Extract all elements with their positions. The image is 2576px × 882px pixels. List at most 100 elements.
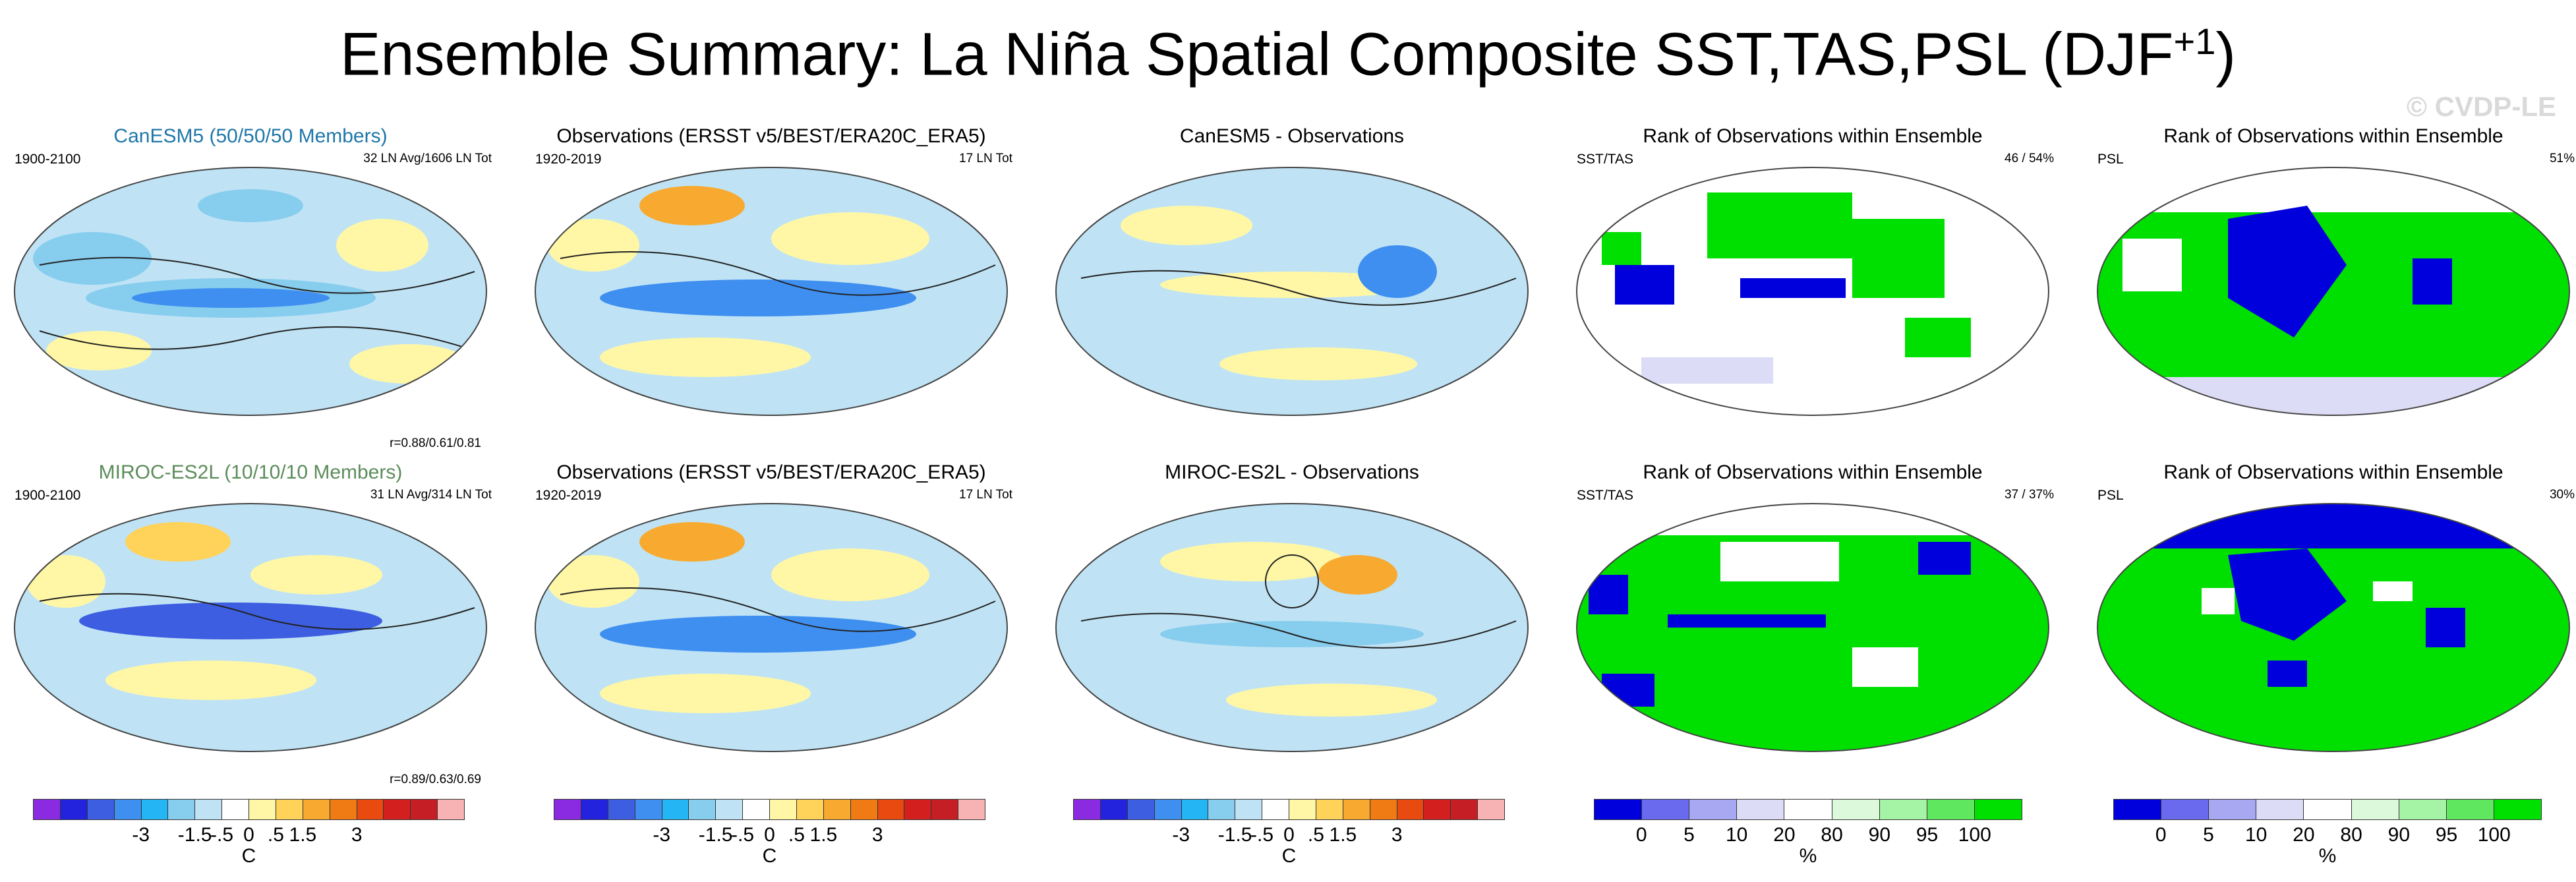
colorbar-swatch	[1262, 800, 1289, 819]
temperature-anomaly-map	[535, 167, 1008, 416]
panel-percent: 30%	[2549, 488, 2575, 502]
colorbar-tick-label: 100	[1958, 824, 1991, 846]
colorbar-swatch	[1181, 800, 1209, 819]
colorbar-tick-label: .5	[267, 824, 284, 846]
colorbar-tick-label: 20	[1773, 824, 1796, 846]
colorbar-temperature-3: -3 -1.5 -.5 0 .5 1.5 3 C	[1073, 799, 1505, 867]
colorbar-swatch	[303, 800, 330, 819]
colorbar-cells	[1594, 799, 2022, 820]
panel-title: CanESM5 (50/50/50 Members)	[113, 125, 388, 147]
colorbar-swatch	[904, 800, 932, 819]
panel-event-count: 17 LN Tot	[959, 488, 1012, 502]
panel-title: MIROC-ES2L - Observations	[1165, 461, 1419, 483]
colorbar-swatch	[1927, 800, 1975, 819]
colorbar-tick-label: 0	[1635, 824, 1647, 846]
panel-miroc-composite: MIROC-ES2L (10/10/10 Members) 1900-2100 …	[0, 461, 501, 791]
panel-title: Rank of Observations within Ensemble	[1643, 125, 1983, 147]
panel-rank-sst-tas-r1: Rank of Observations within Ensemble SST…	[1562, 125, 2063, 455]
colorbar-unit: C	[762, 845, 777, 867]
panel-event-count: 17 LN Tot	[959, 152, 1012, 165]
colorbar-swatch	[689, 800, 717, 819]
colorbar-tick-label: -.5	[731, 824, 755, 846]
colorbar-rank-1: 0 5 10 20 80 90 95 100%	[1594, 799, 2022, 867]
panel-title: Observations (ERSST v5/BEST/ERA20C_ERA5)	[556, 125, 986, 147]
panel-observations-composite-r2: Observations (ERSST v5/BEST/ERA20C_ERA5)…	[521, 461, 1022, 791]
colorbar-swatch	[222, 800, 249, 819]
colorbar-swatch	[770, 800, 797, 819]
colorbar-swatch	[850, 800, 878, 819]
colorbar-swatch	[357, 800, 384, 819]
colorbar-tick-label: 10	[2244, 824, 2268, 846]
colorbar-swatch	[1478, 800, 1504, 819]
colorbar-tick-label: 0	[1283, 824, 1295, 846]
panel-period: 1920-2019	[535, 152, 602, 167]
colorbar-tick-label: -1.5	[1217, 824, 1252, 846]
colorbar-swatch	[2161, 800, 2210, 819]
colorbar-swatch	[1451, 800, 1478, 819]
colorbar-tick-label: 3	[1391, 824, 1403, 846]
colorbar-tick-label: 90	[2387, 824, 2411, 846]
figure-title: Ensemble Summary: La Niña Spatial Compos…	[340, 20, 2236, 88]
panel-title: Rank of Observations within Ensemble	[2163, 125, 2503, 147]
colorbar-swatch	[1100, 800, 1128, 819]
colorbar-swatch	[931, 800, 959, 819]
panel-percent: 51%	[2549, 152, 2575, 165]
colorbar-swatch	[195, 800, 223, 819]
colorbar-tick-label: -3	[1172, 824, 1190, 846]
colorbar-swatch	[1235, 800, 1263, 819]
panel-title: MIROC-ES2L (10/10/10 Members)	[98, 461, 403, 483]
panel-correlation: r=0.89/0.63/0.69	[390, 773, 481, 786]
colorbar-tick-label: -.5	[1250, 824, 1274, 846]
colorbar-cells	[33, 799, 465, 820]
colorbar-swatch	[608, 800, 635, 819]
colorbar-swatch	[2351, 800, 2399, 819]
colorbar-tick-label: 5	[2203, 824, 2214, 846]
colorbar-tick-label: 20	[2293, 824, 2315, 846]
colorbar-tick-label: 0	[2155, 824, 2167, 846]
temperature-anomaly-map	[14, 503, 487, 752]
colorbar-cells	[1073, 799, 1505, 820]
colorbar-tick-label: 1.5	[809, 824, 838, 846]
colorbar-swatch	[716, 800, 744, 819]
rank-map	[1576, 503, 2049, 752]
colorbar-tick-label: 95	[1916, 824, 1939, 846]
colorbar-swatch	[1879, 800, 1927, 819]
colorbar-swatch	[2446, 800, 2494, 819]
colorbar-swatch	[796, 800, 824, 819]
rank-map	[2097, 167, 2570, 416]
colorbar-tick-label: 100	[2477, 824, 2511, 846]
colorbar-swatch	[87, 800, 115, 819]
panel-miroc-minus-obs: MIROC-ES2L - Observations	[1041, 461, 1542, 791]
panel-variable: PSL	[2097, 152, 2124, 167]
colorbar-swatch	[1127, 800, 1155, 819]
colorbar-tick-label: -1.5	[698, 824, 733, 846]
colorbar-tick-label: -3	[653, 824, 671, 846]
colorbar-tick-label: 0	[764, 824, 775, 846]
colorbar-swatch	[554, 800, 581, 819]
panel-event-count: 31 LN Avg/314 LN Tot	[370, 488, 492, 502]
colorbar-tick-label: 5	[1683, 824, 1695, 846]
panel-rank-psl-r2: Rank of Observations within Ensemble PSL…	[2083, 461, 2576, 791]
panel-period: 1920-2019	[535, 488, 602, 503]
rank-map	[2097, 503, 2570, 752]
colorbar-cells	[2113, 799, 2542, 820]
colorbar-tick-label: 10	[1725, 824, 1748, 846]
colorbar-temperature-1: -3 -1.5 -.5 0 .5 1.5 3 C	[33, 799, 465, 867]
panel-title: Rank of Observations within Ensemble	[2163, 461, 2503, 483]
panel-title: Rank of Observations within Ensemble	[1643, 461, 1983, 483]
colorbar-cells	[554, 799, 985, 820]
colorbar-unit: %	[2318, 845, 2337, 867]
colorbar-temperature-2: -3 -1.5 -.5 0 .5 1.5 3 C	[554, 799, 985, 867]
watermark: © CVDP-LE	[2407, 91, 2556, 122]
colorbar-tick-label: 1.5	[289, 824, 317, 846]
colorbar-swatch	[60, 800, 88, 819]
colorbar-swatch	[1974, 800, 2022, 819]
colorbar-rank-2: 0 5 10 20 80 90 95 100%	[2113, 799, 2542, 867]
difference-map	[1055, 167, 1529, 416]
panel-observations-composite: Observations (ERSST v5/BEST/ERA20C_ERA5)…	[521, 125, 1022, 455]
colorbar-swatch	[2494, 800, 2541, 819]
colorbar-swatch	[2114, 800, 2162, 819]
colorbar-swatch	[662, 800, 689, 819]
colorbar-swatch	[384, 800, 411, 819]
colorbar-swatch	[1424, 800, 1451, 819]
